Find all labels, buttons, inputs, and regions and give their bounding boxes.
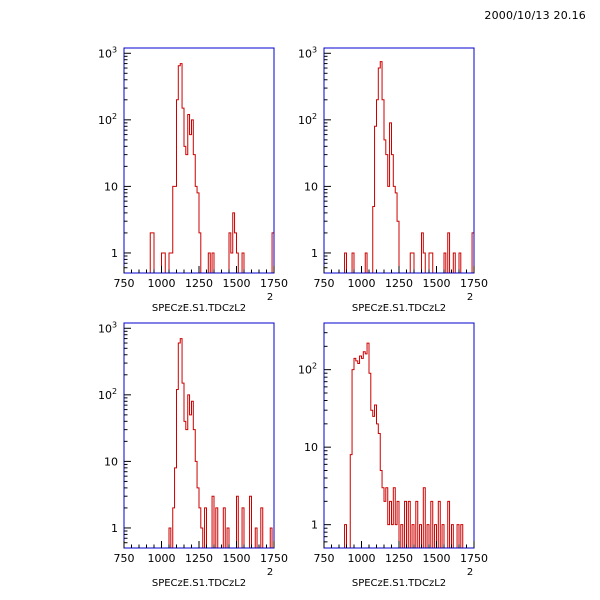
timestamp: 2000/10/13 20.16: [484, 9, 586, 22]
y-tick-label: 1: [111, 247, 118, 260]
x-tick-label: 1750: [260, 552, 288, 565]
x-tick-label: 1750: [460, 277, 488, 290]
x-axis-exponent: 2: [267, 567, 273, 578]
x-axis-exponent: 2: [467, 567, 473, 578]
x-tick-label: 1250: [185, 277, 213, 290]
x-axis-title: SPECzE.S1.TDCzL2: [352, 578, 446, 589]
x-tick-label: 1750: [260, 277, 288, 290]
y-tick-label: 1: [111, 522, 118, 535]
y-tick-exponent: 2: [312, 112, 317, 121]
y-tick-exponent: 3: [312, 45, 317, 54]
y-tick-label: 10: [98, 389, 112, 402]
y-tick-label: 10: [298, 47, 312, 60]
y-tick-label: 10: [98, 322, 112, 335]
x-axis-title: SPECzE.S1.TDCzL2: [352, 303, 446, 314]
y-tick-exponent: 3: [112, 45, 117, 54]
y-tick-label: 10: [304, 441, 318, 454]
y-tick-exponent: 2: [112, 112, 117, 121]
y-tick-exponent: 2: [312, 362, 317, 371]
x-tick-label: 1000: [348, 552, 376, 565]
y-tick-exponent: 3: [112, 320, 117, 329]
x-axis-exponent: 2: [467, 292, 473, 303]
y-tick-label: 10: [298, 114, 312, 127]
y-tick-label: 10: [104, 455, 118, 468]
x-tick-label: 1500: [223, 277, 251, 290]
x-tick-label: 1500: [423, 552, 451, 565]
x-tick-label: 1500: [223, 552, 251, 565]
x-tick-label: 1500: [423, 277, 451, 290]
histogram-series: [344, 61, 475, 273]
histogram-series: [344, 342, 464, 548]
y-tick-label: 10: [304, 180, 318, 193]
x-tick-label: 750: [314, 277, 335, 290]
x-tick-label: 750: [314, 552, 335, 565]
x-tick-label: 1750: [460, 552, 488, 565]
x-tick-label: 750: [114, 552, 135, 565]
x-tick-label: 1250: [385, 552, 413, 565]
y-tick-label: 10: [104, 180, 118, 193]
x-tick-label: 1000: [348, 277, 376, 290]
y-tick-exponent: 2: [112, 387, 117, 396]
y-tick-label: 10: [98, 47, 112, 60]
y-tick-label: 10: [298, 364, 312, 377]
y-tick-label: 1: [311, 247, 318, 260]
x-tick-label: 1250: [185, 552, 213, 565]
y-tick-label: 1: [311, 519, 318, 532]
x-tick-label: 1000: [148, 552, 176, 565]
x-tick-label: 1000: [148, 277, 176, 290]
x-tick-label: 1250: [385, 277, 413, 290]
x-axis-title: SPECzE.S1.TDCzL2: [152, 303, 246, 314]
x-axis-exponent: 2: [267, 292, 273, 303]
x-tick-label: 750: [114, 277, 135, 290]
histogram-series: [149, 63, 275, 273]
x-axis-title: SPECzE.S1.TDCzL2: [152, 578, 246, 589]
histogram-series: [168, 338, 273, 548]
plot-frame: [123, 47, 275, 274]
y-tick-label: 10: [98, 114, 112, 127]
